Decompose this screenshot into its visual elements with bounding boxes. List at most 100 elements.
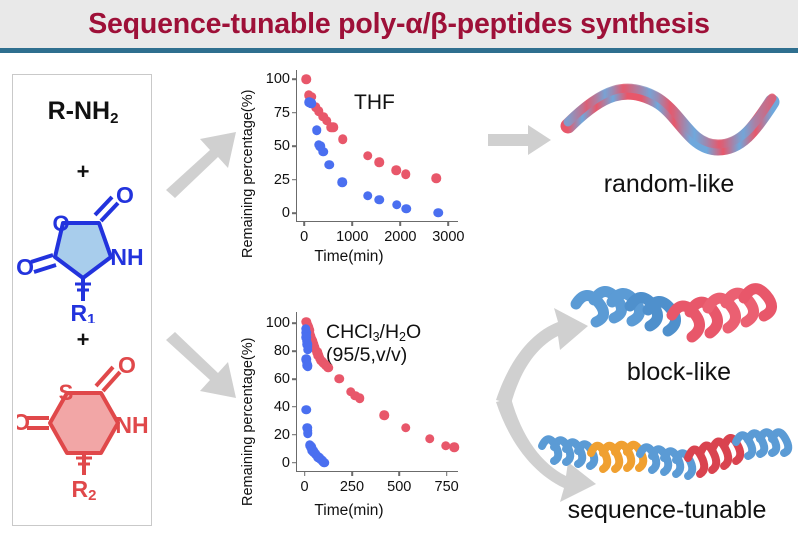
data-point-red-monomer [334,374,344,384]
data-point-red-monomer [328,122,338,133]
data-point-red-monomer [431,173,442,183]
data-point-blue-monomer [301,404,311,415]
product-label-sequence: sequence-tunable [567,496,767,524]
x-tick-mark [351,471,353,476]
x-tick-label: 750 [434,479,459,495]
y-tick-label: 25 [273,171,290,188]
data-point-blue-monomer [315,141,325,151]
y-tick-label: 100 [265,315,290,332]
data-point-red-monomer [322,116,332,126]
x-tick-mark [303,471,306,476]
product-label-block: block-like [626,358,732,386]
seq-helix-blue-2 [636,443,697,480]
data-point-blue-monomer [433,208,444,218]
x-tick-label: 250 [339,479,365,495]
thf-solvent-label: THF [354,91,395,114]
data-point-blue-monomer [311,125,322,135]
x-tick-mark [447,221,450,226]
thio-co-bond-a [101,370,122,393]
block-helix-blue-segment [570,286,681,337]
data-point-blue-monomer [319,457,330,468]
thio-co-bond-b [94,365,115,388]
plus-sign-2: + [76,327,90,352]
reactants-panel: R-NH2 + O O O NH [12,74,152,526]
thf-plot-area: 0 25 50 75 100 0 1000 2000 3000 [266,70,465,245]
thf-y-axis-label: Remaining percentage(%) [240,89,256,258]
y-tick-mark [292,78,297,81]
data-point-blue-monomer [303,428,313,439]
x-tick-mark [351,221,354,226]
product-sequence-tunable: sequence-tunable [536,418,798,536]
x-tick-label: 0 [300,479,309,495]
amine-label: R-NH [47,97,111,125]
data-point-blue-monomer [303,344,313,355]
nca-carbonyl-oxygen-top-label: O [116,183,134,208]
header-divider-white [0,53,798,56]
data-point-red-monomer [374,157,384,167]
arrow-chcl3-to-sequence [496,398,596,502]
block-helix-red-segment [666,283,777,343]
seq-helix-blue-3 [732,428,793,460]
data-point-blue-monomer [401,204,411,214]
arrow-up-right-icon [166,132,236,198]
y-tick-label: 0 [281,454,290,471]
block-like-helix-svg [570,283,777,343]
random-ribbon-front [563,83,777,149]
y-tick-label: 60 [273,370,290,387]
data-point-blue-monomer [337,177,347,187]
data-point-blue-monomer [324,160,334,170]
y-tick-label: 20 [273,426,290,443]
thiolactone-nh-label: NH [115,412,148,438]
nca-carbonyl-oxygen-left-label: O [17,254,34,280]
x-tick-mark [445,471,448,476]
y-tick-mark [292,433,297,436]
data-point-red-monomer [424,434,435,444]
data-point-red-monomer [323,363,333,373]
arrow-chcl3-to-block [496,308,588,404]
data-point-red-monomer [401,423,411,433]
curved-arrow-up-right-icon [496,308,588,404]
plus-sign-1: + [76,159,90,184]
thiolactone-ring [48,391,120,455]
curved-arrow-down-right-icon [496,398,596,502]
nca-ring [53,221,113,280]
y-tick-mark [292,461,297,464]
nca-ring-oxygen-label: O [52,211,69,236]
chcl3-line2: (95/5,v/v) [326,343,408,366]
data-point-red-monomer [337,134,348,145]
nca-substituent-label: R1 [71,300,96,323]
thiolactone-substituent-label: R2 [72,476,97,504]
data-point-blue-monomer [306,98,317,109]
thiolactone-structure: S O O NH R2 [12,352,149,507]
nca-co-bond-b [93,195,114,217]
chcl3-line1: CHCl3/H2O [326,321,422,345]
nca-co-bond-c [30,253,54,264]
chcl3-x-axis-label: Time(min) [314,502,384,519]
thiolactone-sulfur-label: S [59,380,74,405]
nca-co-bond-a [99,201,120,223]
data-point-blue-monomer [374,194,384,205]
data-point-blue-monomer [362,190,373,201]
x-tick-mark [398,471,401,476]
random-like-ribbon-svg [560,83,780,156]
nca-structure: O O O NH R1 [16,182,149,328]
chcl3-y-axis-label: Remaining percentage(%) [240,337,256,506]
product-label-random: random-like [603,170,735,198]
y-tick-mark [292,145,297,147]
x-tick-label: 500 [387,479,412,495]
x-tick-label: 2000 [384,229,417,245]
data-point-red-monomer [379,410,389,420]
product-block-like: block-like [560,282,798,394]
header-divider [0,48,798,53]
x-tick-mark [399,221,402,226]
arrow-reactants-to-thf [166,132,236,198]
y-tick-label: 50 [273,138,290,155]
arrow-thf-to-random [488,125,551,155]
y-tick-label: 100 [265,71,290,88]
data-point-red-monomer [306,91,317,102]
data-point-red-monomer [440,441,451,451]
data-point-blue-monomer [392,200,402,210]
seq-helix-blue-1 [538,435,599,470]
y-tick-mark [292,378,297,380]
